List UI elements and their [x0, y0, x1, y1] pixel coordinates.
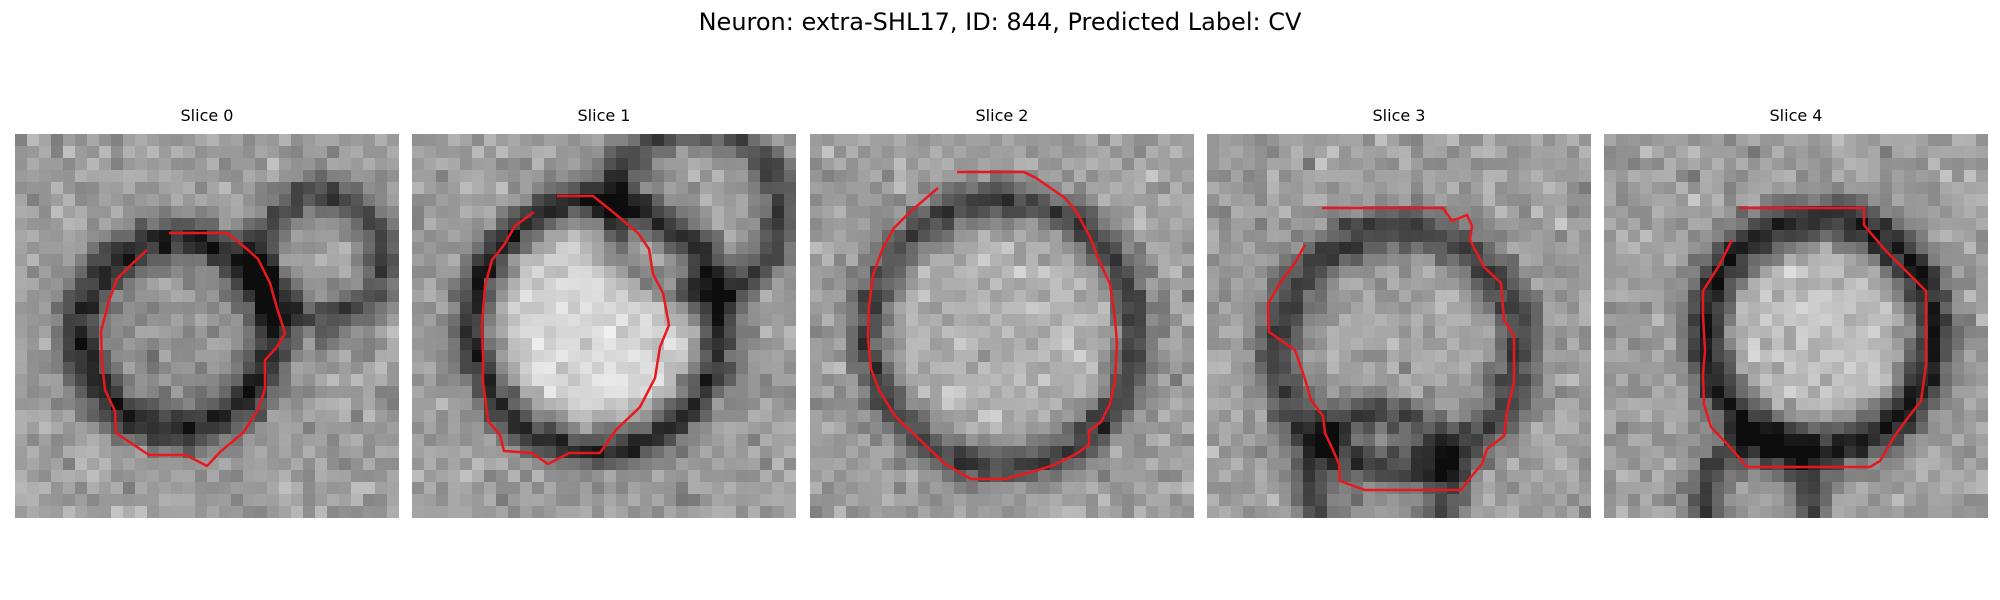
slice-image — [15, 134, 399, 518]
slice-title: Slice 1 — [412, 106, 796, 126]
slice-title: Slice 0 — [15, 106, 399, 126]
slice-title: Slice 4 — [1604, 106, 1988, 126]
slice-image — [412, 134, 796, 518]
slice-image — [1207, 134, 1591, 518]
slice-image — [1604, 134, 1988, 518]
slice-title: Slice 3 — [1207, 106, 1591, 126]
figure-title: Neuron: extra-SHL17, ID: 844, Predicted … — [0, 6, 2000, 38]
slice-title: Slice 2 — [810, 106, 1194, 126]
slice-image — [810, 134, 1194, 518]
